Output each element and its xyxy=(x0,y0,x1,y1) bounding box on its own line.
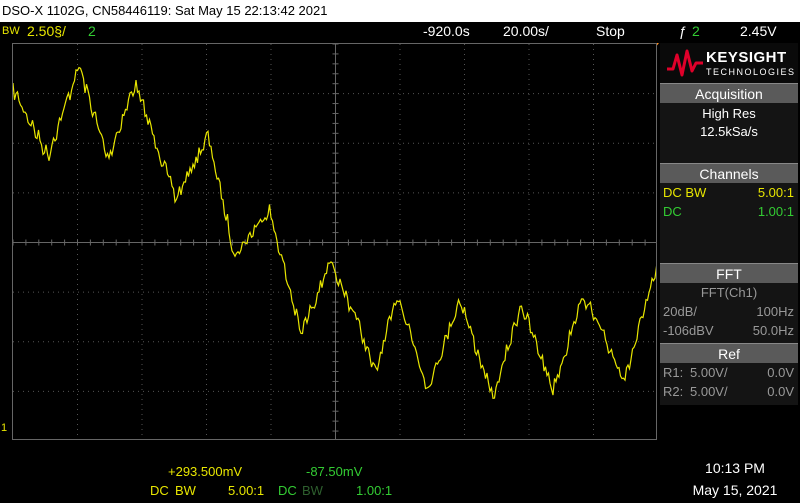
ch1-bw-bottom: BW xyxy=(175,483,196,498)
fft-header[interactable]: FFT xyxy=(660,263,798,283)
ch1-bw-limit-indicator: BW xyxy=(2,25,20,37)
ch1-probe: 5.00:1 xyxy=(757,185,794,200)
channels-header[interactable]: Channels xyxy=(660,163,798,183)
ch2-probe: 1.00:1 xyxy=(757,204,794,219)
fft-center: 50.0Hz xyxy=(752,323,794,338)
fft-ref-level: -106dBV xyxy=(663,323,714,338)
waveform-graticule xyxy=(13,44,656,439)
clock-time: 10:13 PM xyxy=(705,460,765,476)
ref2-scale: 5.00V/ xyxy=(690,384,728,399)
ref1-scale: 5.00V/ xyxy=(690,365,728,380)
keysight-wave-icon xyxy=(667,49,703,77)
fft-section: FFT(Ch1) 20dB/ 100Hz -106dBV 50.0Hz xyxy=(660,283,798,343)
waveform-display[interactable] xyxy=(12,43,657,440)
fft-span: 100Hz xyxy=(756,304,794,319)
ch1-coupling-bottom: DC xyxy=(150,483,169,498)
ch1-vertical-scale[interactable]: 2.50§/ xyxy=(27,23,66,39)
ref-header[interactable]: Ref xyxy=(660,343,798,363)
timebase-scale[interactable]: 20.00s/ xyxy=(503,23,549,39)
ch2-probe-bottom: 1.00:1 xyxy=(356,483,393,498)
ref2-offset: 0.0V xyxy=(767,384,794,399)
ch2-coupling-bottom: DC xyxy=(278,483,297,498)
ch1-ground-marker[interactable]: 1 xyxy=(1,422,8,434)
logo-line2: TECHNOLOGIES xyxy=(706,67,796,77)
clock: 10:13 PM May 15, 2021 xyxy=(680,458,790,500)
status-bar: BW 2.50§/ 2 -920.0s 20.00s/ Stop ƒ 2 2.4… xyxy=(0,22,800,41)
channels-section: DC BW 5.00:1 DC 1.00:1 xyxy=(660,183,798,263)
ch1-coupling: DC BW xyxy=(663,185,707,200)
channel-info-bar: +293.500mV -87.50mV DC BW 5.00:1 DC BW 1… xyxy=(0,462,800,503)
ch2-offset[interactable]: -87.50mV xyxy=(306,464,363,479)
keysight-logo: KEYSIGHT TECHNOLOGIES xyxy=(660,43,798,83)
horizontal-delay[interactable]: -920.0s xyxy=(423,23,470,39)
clock-date: May 15, 2021 xyxy=(692,482,778,498)
acquisition-section: High Res 12.5kSa/s xyxy=(660,103,798,163)
ch2-indicator[interactable]: 2 xyxy=(88,23,96,39)
trigger-edge-icon: ƒ xyxy=(679,23,687,39)
ch1-waveform-trace xyxy=(13,66,656,399)
fft-scale: 20dB/ xyxy=(663,304,697,319)
trigger-source[interactable]: 2 xyxy=(692,23,700,39)
ref1-offset: 0.0V xyxy=(767,365,794,380)
acquisition-mode: High Res xyxy=(702,106,756,121)
acquisition-header[interactable]: Acquisition xyxy=(660,83,798,103)
fft-source: FFT(Ch1) xyxy=(700,285,758,300)
trigger-level[interactable]: 2.45V xyxy=(740,23,777,39)
ch1-probe-bottom: 5.00:1 xyxy=(228,483,265,498)
ch1-offset[interactable]: +293.500mV xyxy=(168,464,243,479)
ch2-coupling: DC xyxy=(663,204,682,219)
ref2-label: R2: xyxy=(663,384,684,399)
ch2-bw-bottom: BW xyxy=(302,483,323,498)
ref1-label: R1: xyxy=(663,365,684,380)
side-panel: KEYSIGHT TECHNOLOGIES Acquisition High R… xyxy=(660,43,800,440)
run-state[interactable]: Stop xyxy=(596,23,625,39)
sample-rate: 12.5kSa/s xyxy=(700,124,758,139)
window-title: DSO-X 1102G, CN58446119: Sat May 15 22:1… xyxy=(0,0,800,22)
logo-line1: KEYSIGHT xyxy=(706,49,787,66)
ref-section: R1: 5.00V/ 0.0V R2: 5.00V/ 0.0V xyxy=(660,363,798,405)
